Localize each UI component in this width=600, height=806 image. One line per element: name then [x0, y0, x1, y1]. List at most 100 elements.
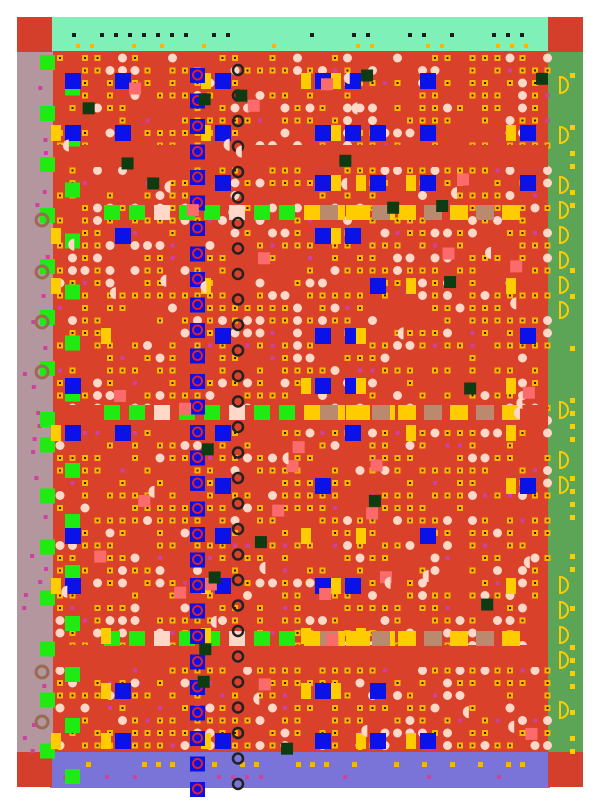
- dark-dot: [71, 282, 74, 284]
- magenta-dot: [283, 543, 287, 548]
- magenta-dot: [245, 343, 250, 348]
- magenta-dot: [31, 385, 36, 389]
- target-ring-icon: [231, 165, 245, 179]
- dark-dot: [184, 94, 186, 97]
- blue-square-icon: [315, 175, 331, 191]
- dark-dot: [421, 219, 424, 222]
- dark-dot: [384, 269, 386, 272]
- pale-disc: [55, 491, 65, 500]
- pale-disc: [293, 353, 302, 363]
- dark-dot: [159, 369, 161, 372]
- dark-dot: [296, 732, 299, 734]
- dark-dot: [459, 232, 461, 234]
- dark-dot: [546, 707, 549, 709]
- pale-disc: [243, 316, 252, 325]
- dark-dot: [421, 332, 424, 334]
- magenta-dot: [220, 693, 225, 698]
- pale-disc: [193, 316, 202, 325]
- dark-dot: [284, 669, 286, 672]
- dark-dot: [221, 607, 224, 609]
- target-ring-icon: [192, 120, 203, 132]
- dark-dot: [496, 194, 499, 197]
- dark-dot: [121, 119, 124, 122]
- orange-dot: [76, 44, 80, 48]
- dark-dot: [496, 344, 499, 347]
- dark-dot: [71, 107, 74, 109]
- yellow-d-icon: [559, 475, 569, 495]
- target-ring-icon: [192, 452, 203, 463]
- dark-dot: [309, 319, 311, 322]
- dark-dot: [84, 332, 86, 334]
- dark-dot: [359, 707, 361, 709]
- dark-dot: [484, 719, 486, 722]
- orange-dot: [156, 762, 161, 767]
- dark-dot: [184, 507, 186, 509]
- dark-dot: [84, 569, 86, 572]
- yellow-d-icon: [559, 400, 569, 420]
- pale-disc: [280, 128, 290, 138]
- pale-disc: [280, 378, 290, 388]
- salmon-tile: [94, 550, 107, 563]
- dark-dot: [96, 344, 99, 347]
- pale-disc: [455, 666, 465, 675]
- dark-dot: [471, 169, 474, 172]
- target-ring-icon: [231, 293, 245, 306]
- dark-dot: [409, 219, 411, 222]
- dark-dot: [221, 444, 224, 447]
- dark-dot: [259, 694, 261, 697]
- dark-dot: [484, 319, 486, 322]
- dark-dot: [171, 582, 174, 584]
- pale-disc: [543, 328, 552, 338]
- dark-dot: [146, 569, 149, 572]
- blue-square-icon: [115, 228, 131, 244]
- magenta-dot: [83, 181, 87, 185]
- yellow-dot: [570, 515, 575, 520]
- yellow-d-icon: [559, 200, 569, 220]
- dark-dot: [346, 557, 349, 559]
- tile: [129, 631, 145, 646]
- dark-dot: [146, 582, 149, 584]
- tile: [372, 631, 390, 646]
- magenta-dot: [245, 543, 250, 548]
- dark-dot: [321, 669, 324, 672]
- pale-disc: [80, 266, 90, 275]
- dark-dot: [134, 569, 136, 572]
- pale-disc: [530, 203, 540, 213]
- dark-dot: [221, 57, 224, 59]
- dark-dot: [371, 219, 374, 222]
- dark-dot: [471, 294, 474, 297]
- dark-dot: [259, 619, 261, 622]
- pale-disc: [443, 691, 452, 700]
- dark-dot: [534, 369, 536, 372]
- green-square-icon: [40, 55, 55, 70]
- pale-disc: [518, 578, 527, 588]
- dark-dot: [271, 469, 274, 472]
- pale-disc: [455, 303, 465, 313]
- dark-dot: [171, 219, 174, 222]
- target-ring-icon: [231, 318, 245, 332]
- dark-dot: [234, 744, 236, 747]
- dark-dot: [384, 507, 386, 509]
- pale-disc: [118, 566, 127, 575]
- pale-disc: [143, 341, 152, 350]
- dark-dot: [409, 519, 411, 522]
- blue-square-icon: [215, 478, 231, 494]
- magenta-dot: [508, 68, 512, 73]
- pale-disc: [418, 278, 427, 288]
- dark-dot: [171, 394, 174, 397]
- yellow-d-icon: [559, 225, 569, 245]
- dark-dot: [100, 33, 104, 37]
- dark-dot: [259, 382, 261, 384]
- pale-disc: [443, 103, 452, 113]
- dark-dot: [259, 369, 261, 372]
- dark-dot: [459, 682, 461, 684]
- pale-disc: [505, 116, 515, 125]
- dark-dot: [484, 194, 486, 197]
- pale-disc: [405, 128, 415, 138]
- orange-dot: [142, 762, 147, 767]
- dark-dot: [434, 594, 436, 597]
- dark-dot: [296, 682, 299, 684]
- pale-disc: [130, 266, 140, 275]
- magenta-dot: [533, 231, 537, 235]
